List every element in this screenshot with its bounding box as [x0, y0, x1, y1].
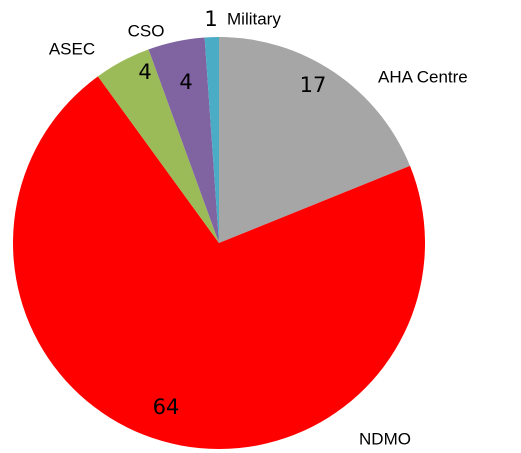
pie-slice	[12, 76, 426, 449]
pie-slice	[204, 37, 219, 243]
pie-slice	[97, 49, 219, 243]
category-label: NDMO	[359, 429, 411, 448]
pie-slice	[219, 37, 410, 243]
value-label: 4	[138, 60, 151, 84]
category-label: ASEC	[49, 39, 95, 58]
pie-slice	[148, 37, 219, 244]
category-label: Military	[227, 9, 281, 28]
category-label: CSO	[128, 21, 165, 40]
value-label: 17	[300, 73, 327, 97]
value-label: 64	[153, 395, 180, 419]
value-label: 4	[179, 70, 192, 94]
value-label: 1	[204, 7, 217, 31]
category-label: AHA Centre	[378, 67, 468, 86]
